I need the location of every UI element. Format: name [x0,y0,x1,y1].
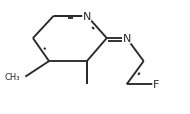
Text: F: F [153,80,159,89]
Text: CH₃: CH₃ [4,73,20,81]
Text: N: N [83,12,91,21]
Text: N: N [122,34,131,44]
